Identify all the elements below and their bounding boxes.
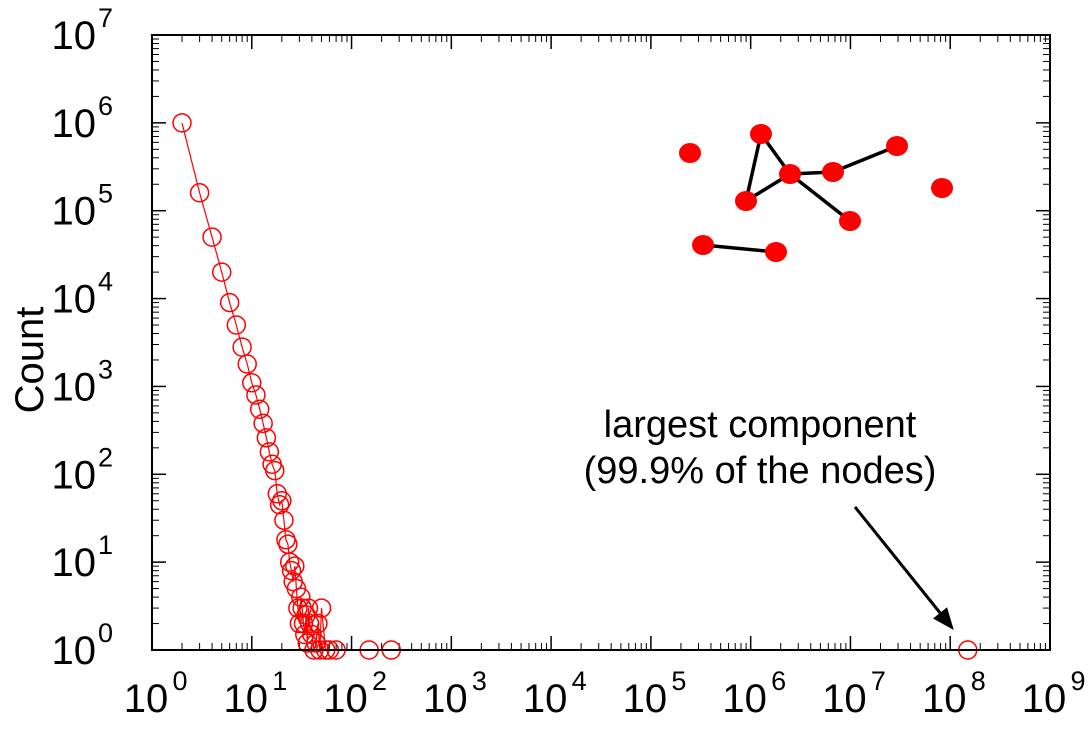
y-tick-exponent: 6 [98, 91, 113, 121]
x-tick-exponent: 7 [871, 666, 886, 696]
data-point [249, 399, 270, 419]
data-point [242, 373, 262, 393]
largest-component-annotation: largest component (99.9% of the nodes) [500, 402, 1020, 494]
x-tick-label: 10 [224, 677, 269, 721]
data-point [269, 495, 290, 515]
y-tick-label: 10 [52, 14, 97, 58]
y-tick-label: 10 [52, 453, 97, 497]
inset-node [779, 164, 801, 184]
plot-frame [151, 34, 1051, 651]
data-point [246, 385, 266, 405]
y-tick-exponent: 2 [98, 442, 113, 472]
x-tick-label: 10 [423, 677, 468, 721]
x-tick-exponent: 3 [472, 666, 487, 696]
data-point [311, 598, 332, 618]
data-point [219, 292, 240, 313]
inset-node [750, 124, 772, 144]
y-tick-label: 10 [52, 541, 97, 585]
y-tick-exponent: 3 [98, 354, 113, 384]
data-point [259, 442, 280, 462]
y-tick-label: 10 [52, 190, 97, 234]
x-tick-exponent: 8 [971, 666, 986, 696]
inset-node [839, 211, 861, 231]
data-point [202, 227, 222, 247]
data-point [253, 413, 273, 434]
data-point [298, 598, 319, 618]
plot-border [151, 34, 1051, 651]
inset-node [765, 242, 787, 262]
arrow-head [932, 607, 954, 630]
x-tick-label: 10 [124, 677, 169, 721]
inset-node [931, 178, 953, 198]
data-point [226, 315, 247, 335]
y-tick-label: 10 [52, 629, 97, 673]
data-point [299, 613, 320, 634]
annotation-arrow [853, 506, 954, 630]
data-point [272, 490, 292, 511]
data-point [265, 460, 285, 481]
data-point [237, 354, 257, 374]
y-tick-exponent: 7 [98, 3, 113, 33]
axis-ticks [151, 34, 1051, 651]
data-point [172, 113, 192, 133]
inset-node [679, 143, 701, 163]
x-tick-exponent: 6 [771, 666, 786, 696]
tick-labels: 10 0 10 1 10 2 10 3 10 4 10 5 10 6 10 7 10 8 10 910 010 110 21… [52, 3, 1086, 721]
inset-node [735, 191, 757, 211]
inset-edge [832, 144, 898, 174]
x-tick-label: 10 [523, 677, 568, 721]
annotation-line-2: (99.9% of the nodes) [583, 450, 937, 492]
data-point [279, 552, 300, 572]
y-tick-label: 10 [52, 102, 97, 146]
x-tick-exponent: 1 [272, 666, 287, 696]
data-point [189, 183, 210, 203]
x-tick-label: 10 [1022, 677, 1067, 721]
inset-edge [744, 133, 763, 202]
x-tick-label: 10 [822, 677, 867, 721]
data-series [172, 113, 978, 660]
y-tick-exponent: 5 [98, 179, 113, 209]
arrow-shaft [853, 506, 947, 621]
x-tick-exponent: 2 [372, 666, 387, 696]
x-tick-label: 10 [623, 677, 668, 721]
x-tick-exponent: 9 [1070, 666, 1085, 696]
inset-edge [788, 172, 852, 223]
y-tick-label: 10 [52, 278, 97, 322]
x-tick-label: 10 [722, 677, 767, 721]
data-point [256, 428, 277, 448]
y-tick-label: 10 [52, 365, 97, 409]
data-point [211, 262, 232, 282]
data-point [302, 624, 322, 645]
annotation-line-1: largest component [603, 404, 917, 446]
inset-node [822, 162, 844, 182]
y-axis-label: Count [8, 306, 52, 414]
inset-edge [702, 243, 777, 254]
x-tick-exponent: 4 [572, 666, 587, 696]
data-point [291, 587, 311, 607]
x-tick-label: 10 [323, 677, 368, 721]
data-point [285, 556, 305, 576]
x-tick-exponent: 0 [172, 666, 187, 696]
inset-node [692, 235, 714, 255]
data-point [308, 613, 328, 634]
y-tick-exponent: 1 [98, 530, 113, 560]
y-tick-exponent: 4 [98, 267, 113, 297]
x-tick-exponent: 5 [671, 666, 686, 696]
inset-node [886, 136, 908, 156]
data-point [274, 510, 294, 530]
y-tick-exponent: 0 [98, 618, 113, 648]
data-point [281, 560, 302, 581]
graph-inset-diagram [679, 124, 953, 262]
data-point [267, 484, 287, 504]
x-tick-label: 10 [922, 677, 967, 721]
